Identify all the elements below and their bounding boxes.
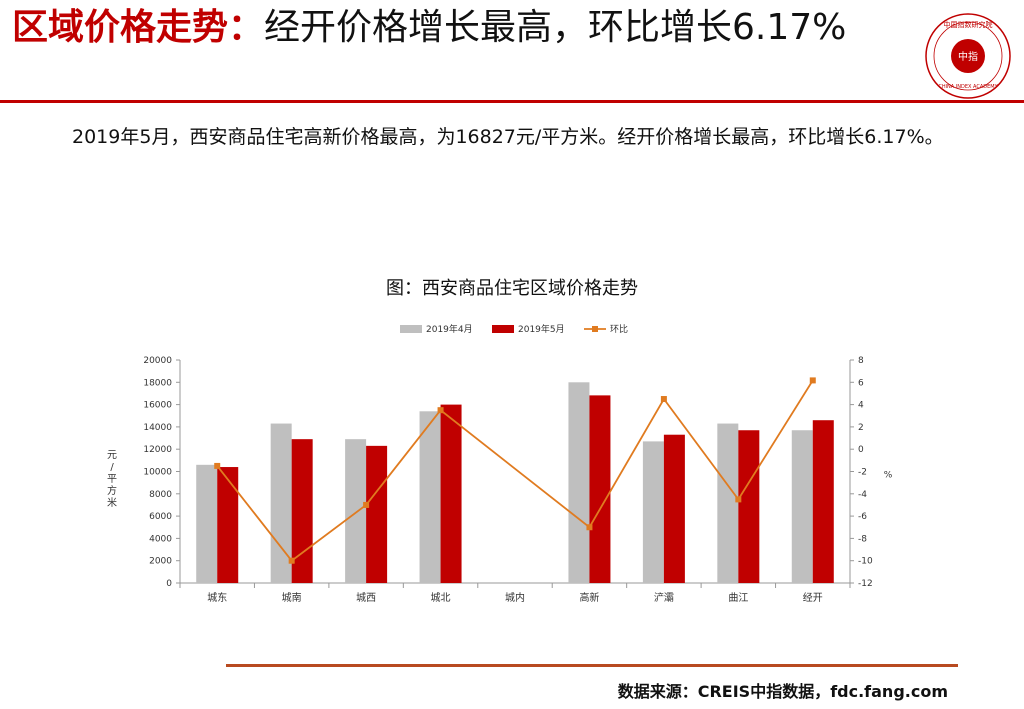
bar bbox=[738, 430, 760, 583]
x-tick-label: 城东 bbox=[207, 591, 227, 604]
y-tick-label: 0 bbox=[166, 579, 172, 589]
y2-tick-label: -4 bbox=[858, 490, 867, 500]
legend-label: 2019年4月 bbox=[426, 323, 473, 335]
y2-tick-label: -10 bbox=[858, 557, 873, 567]
summary-text: 2019年5月，西安商品住宅高新价格最高，为16827元/平方米。经开价格增长最… bbox=[72, 126, 944, 148]
y-tick-label: 18000 bbox=[143, 378, 172, 388]
y-tick-label: 8000 bbox=[149, 490, 172, 500]
footer-divider bbox=[226, 664, 958, 667]
bar bbox=[663, 434, 685, 583]
y2-tick-label: 2 bbox=[858, 423, 864, 433]
legend-marker bbox=[592, 326, 598, 332]
bar bbox=[589, 395, 611, 583]
x-tick-label: 城西 bbox=[356, 592, 376, 604]
y-tick-label: 16000 bbox=[143, 401, 172, 411]
line-point bbox=[660, 396, 667, 403]
x-tick-label: 城内 bbox=[505, 591, 525, 604]
y-tick-label: 10000 bbox=[143, 468, 172, 478]
y2-tick-label: 6 bbox=[858, 378, 864, 388]
line-point bbox=[735, 496, 742, 503]
y2-tick-label: -2 bbox=[858, 468, 867, 478]
bar bbox=[419, 411, 441, 583]
price-trend-chart: 0 2000 4000 6000 8000 10000 12000 14000 16000 180… bbox=[107, 323, 893, 604]
bar bbox=[717, 423, 739, 583]
y2-tick-label: -6 bbox=[858, 512, 867, 522]
logo-latin-text: CHINA INDEX ACADEMY bbox=[938, 84, 998, 90]
line-point bbox=[586, 524, 593, 531]
y2-tick-label: 4 bbox=[858, 401, 864, 411]
line-point bbox=[363, 501, 370, 508]
data-source: 数据来源：CREIS中指数据，fdc.fang.com bbox=[617, 682, 948, 701]
y-axis-label: 元/平方米 bbox=[107, 450, 117, 509]
bar bbox=[291, 439, 313, 583]
y-tick-label: 2000 bbox=[149, 557, 172, 567]
line-point bbox=[809, 377, 816, 384]
x-tick-label: 经开 bbox=[803, 591, 823, 604]
y2-axis-label: % bbox=[884, 471, 893, 481]
logo-ring-text: 中国指数研究院 bbox=[944, 20, 993, 29]
bar bbox=[270, 423, 292, 583]
x-tick-label: 城南 bbox=[282, 591, 302, 604]
bar bbox=[568, 382, 590, 583]
page-title-highlight: 区域价格走势： bbox=[12, 7, 265, 48]
title-divider bbox=[0, 100, 1024, 103]
y2-tick-label: -12 bbox=[858, 579, 873, 589]
y2-tick-label: 8 bbox=[858, 356, 864, 366]
line-series bbox=[216, 379, 814, 562]
bar bbox=[812, 420, 834, 583]
line-point bbox=[214, 462, 221, 469]
page-title-rest: 经开价格增长最高，环比增长6.17% bbox=[264, 7, 847, 48]
china-index-academy-logo: 中国指数研究院 中指 CHINA INDEX ACADEMY bbox=[925, 13, 1011, 99]
legend-swatch bbox=[400, 325, 422, 333]
bar bbox=[440, 404, 462, 583]
x-tick-label: 曲江 bbox=[728, 592, 748, 604]
logo-center-text: 中指 bbox=[958, 50, 978, 63]
y-tick-label: 12000 bbox=[143, 445, 172, 455]
bar bbox=[196, 464, 218, 583]
bar bbox=[217, 467, 239, 583]
y-tick-label: 14000 bbox=[143, 423, 172, 433]
bar bbox=[642, 441, 664, 583]
y2-tick-label: 0 bbox=[858, 445, 864, 455]
legend-label: 2019年5月 bbox=[518, 323, 565, 335]
line-point bbox=[288, 557, 295, 564]
legend-swatch bbox=[492, 325, 514, 333]
y-tick-label: 6000 bbox=[149, 512, 172, 522]
bar bbox=[345, 439, 367, 583]
y-tick-label: 20000 bbox=[143, 356, 172, 366]
y2-tick-label: -8 bbox=[858, 534, 867, 544]
x-tick-label: 城北 bbox=[431, 592, 451, 604]
line-point bbox=[437, 407, 444, 414]
y-tick-label: 4000 bbox=[149, 534, 172, 544]
page-title: 区域价格走势：经开价格增长最高，环比增长6.17% bbox=[12, 4, 912, 52]
bar bbox=[366, 445, 388, 583]
x-tick-label: 高新 bbox=[579, 591, 599, 604]
chart-title: 图：西安商品住宅区域价格走势 bbox=[386, 278, 638, 299]
legend-label: 环比 bbox=[610, 323, 628, 335]
bar bbox=[791, 430, 813, 583]
x-tick-label: 浐灞 bbox=[654, 591, 674, 604]
